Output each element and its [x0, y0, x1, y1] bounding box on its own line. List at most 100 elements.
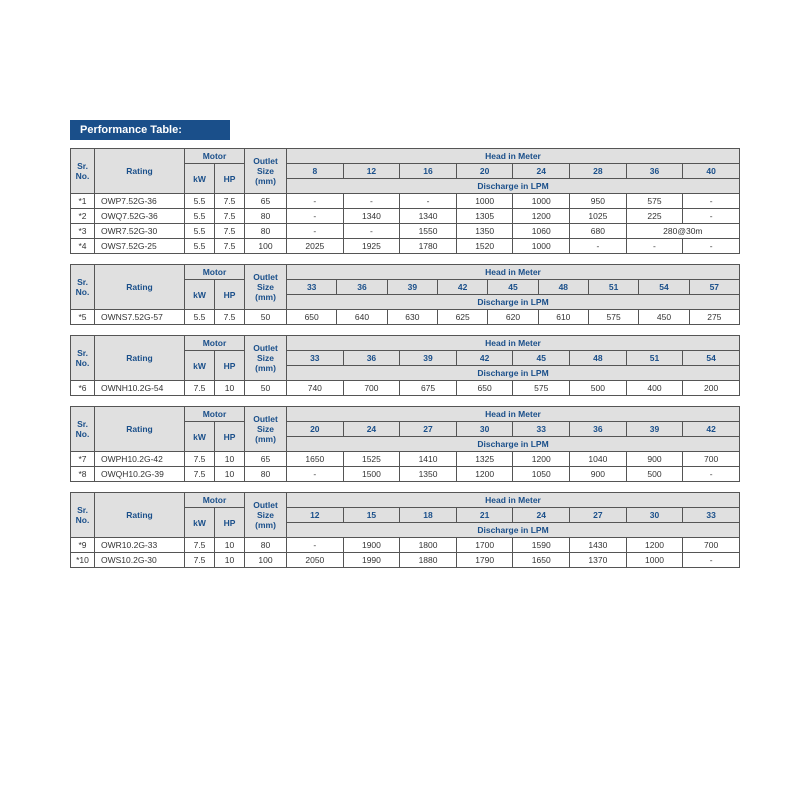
tables-container: Sr.No.RatingMotorOutletSize(mm)Head in M… [70, 148, 740, 568]
cell-discharge: 900 [626, 452, 683, 467]
cell-discharge: 700 [683, 538, 740, 553]
head-value: 48 [538, 280, 588, 295]
col-kw: kW [185, 351, 215, 381]
cell-rating: OWP7.52G-36 [95, 194, 185, 209]
cell-rating: OWQ7.52G-36 [95, 209, 185, 224]
head-value: 42 [456, 351, 513, 366]
head-value: 18 [400, 508, 457, 523]
cell-sr: *1 [71, 194, 95, 209]
cell-discharge: 200 [683, 381, 740, 396]
head-value: 48 [570, 351, 627, 366]
head-value: 42 [438, 280, 488, 295]
cell-discharge: - [287, 538, 344, 553]
head-value: 33 [683, 508, 740, 523]
cell-sr: *9 [71, 538, 95, 553]
head-value: 36 [343, 351, 400, 366]
head-value: 24 [513, 508, 570, 523]
cell-discharge: 610 [538, 310, 588, 325]
cell-outlet: 80 [245, 209, 287, 224]
cell-hp: 7.5 [215, 209, 245, 224]
performance-table: Sr.No.RatingMotorOutletSize(mm)Head in M… [70, 264, 740, 325]
cell-discharge: 1025 [570, 209, 627, 224]
cell-sr: *10 [71, 553, 95, 568]
cell-discharge: 1925 [343, 239, 400, 254]
table-row: *8OWQH10.2G-397.51080-150013501200105090… [71, 467, 740, 482]
cell-sr: *2 [71, 209, 95, 224]
cell-discharge: 1050 [513, 467, 570, 482]
cell-discharge: 2050 [287, 553, 344, 568]
head-value: 27 [400, 422, 457, 437]
cell-outlet: 80 [245, 538, 287, 553]
table-row: *2OWQ7.52G-365.57.580-134013401305120010… [71, 209, 740, 224]
cell-hp: 7.5 [215, 194, 245, 209]
cell-kw: 5.5 [185, 239, 215, 254]
cell-rating: OWQH10.2G-39 [95, 467, 185, 482]
cell-discharge: - [287, 467, 344, 482]
col-sr: Sr.No. [71, 149, 95, 194]
cell-hp: 10 [215, 381, 245, 396]
cell-kw: 7.5 [185, 381, 215, 396]
cell-hp: 10 [215, 452, 245, 467]
cell-discharge: - [626, 239, 683, 254]
col-motor: Motor [185, 493, 245, 508]
cell-discharge: 1430 [570, 538, 627, 553]
cell-discharge: 625 [438, 310, 488, 325]
cell-sr: *6 [71, 381, 95, 396]
col-rating: Rating [95, 407, 185, 452]
col-discharge: Discharge in LPM [287, 295, 740, 310]
cell-kw: 7.5 [185, 452, 215, 467]
cell-sr: *8 [71, 467, 95, 482]
cell-discharge: 1040 [570, 452, 627, 467]
cell-discharge: 1525 [343, 452, 400, 467]
cell-discharge: 640 [337, 310, 387, 325]
cell-discharge: 1325 [456, 452, 513, 467]
col-discharge: Discharge in LPM [287, 437, 740, 452]
cell-discharge: - [343, 194, 400, 209]
cell-discharge: 280@30m [626, 224, 739, 239]
cell-rating: OWPH10.2G-42 [95, 452, 185, 467]
head-value: 36 [626, 164, 683, 179]
head-value: 33 [513, 422, 570, 437]
cell-discharge: 680 [570, 224, 627, 239]
head-value: 28 [570, 164, 627, 179]
cell-discharge: 1200 [513, 209, 570, 224]
cell-discharge: 275 [689, 310, 739, 325]
table-row: *1OWP7.52G-365.57.565---10001000950575- [71, 194, 740, 209]
table-row: *4OWS7.52G-255.57.5100202519251780152010… [71, 239, 740, 254]
cell-discharge: 1650 [287, 452, 344, 467]
col-rating: Rating [95, 265, 185, 310]
head-value: 45 [513, 351, 570, 366]
cell-discharge: 1000 [513, 239, 570, 254]
cell-discharge: 950 [570, 194, 627, 209]
cell-discharge: 1000 [456, 194, 513, 209]
performance-table: Sr.No.RatingMotorOutletSize(mm)Head in M… [70, 335, 740, 396]
cell-discharge: 1590 [513, 538, 570, 553]
cell-discharge: - [683, 209, 740, 224]
table-row: *6OWNH10.2G-547.510507407006756505755004… [71, 381, 740, 396]
cell-kw: 5.5 [185, 224, 215, 239]
cell-discharge: - [683, 194, 740, 209]
col-head-in-meter: Head in Meter [287, 265, 740, 280]
col-kw: kW [185, 508, 215, 538]
head-value: 20 [456, 164, 513, 179]
cell-sr: *4 [71, 239, 95, 254]
table-row: *5OWNS7.52G-575.57.550650640630625620610… [71, 310, 740, 325]
head-value: 16 [400, 164, 457, 179]
col-motor: Motor [185, 265, 245, 280]
col-head-in-meter: Head in Meter [287, 407, 740, 422]
cell-discharge: 1340 [343, 209, 400, 224]
cell-hp: 7.5 [215, 224, 245, 239]
head-value: 36 [570, 422, 627, 437]
head-value: 24 [513, 164, 570, 179]
cell-discharge: 1350 [456, 224, 513, 239]
head-value: 15 [343, 508, 400, 523]
cell-discharge: - [287, 209, 344, 224]
cell-discharge: 1305 [456, 209, 513, 224]
head-value: 51 [626, 351, 683, 366]
cell-outlet: 50 [245, 381, 287, 396]
cell-discharge: 700 [683, 452, 740, 467]
performance-table: Sr.No.RatingMotorOutletSize(mm)Head in M… [70, 492, 740, 568]
cell-discharge: 1880 [400, 553, 457, 568]
cell-rating: OWNH10.2G-54 [95, 381, 185, 396]
cell-discharge: 1370 [570, 553, 627, 568]
